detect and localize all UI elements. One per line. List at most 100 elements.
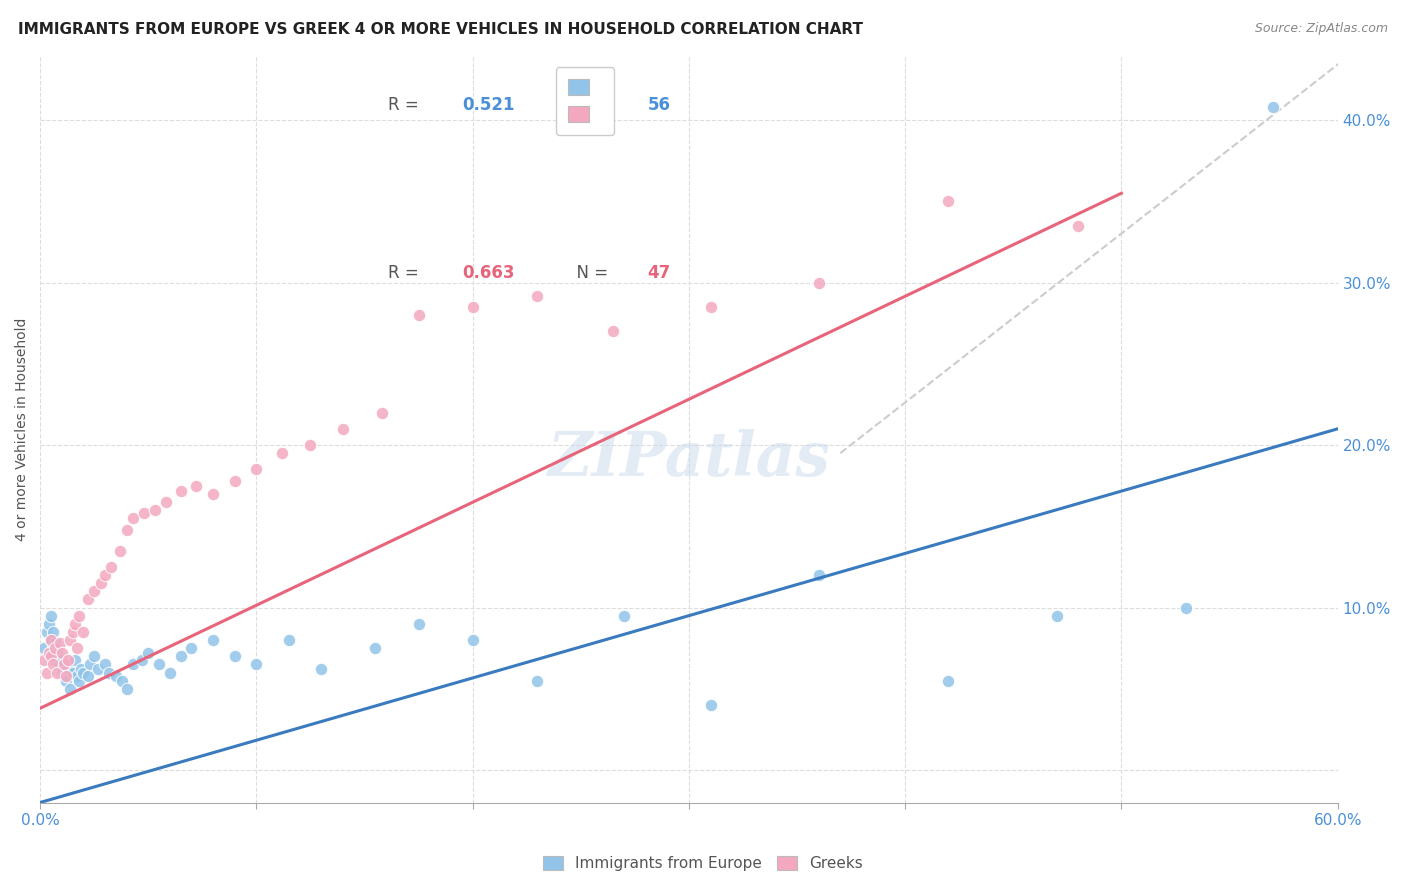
Point (51, 646, 73, 660)
Point (76, 592, 98, 607)
Point (44, 652, 66, 666)
Point (602, 324, 624, 338)
Point (66, 641, 89, 656)
Point (59, 681, 82, 696)
Point (408, 616, 430, 631)
Legend: , : , (555, 67, 614, 135)
Point (184, 479, 207, 493)
Point (224, 474, 246, 488)
Point (938, 673, 960, 688)
Point (202, 487, 225, 501)
Point (42, 624, 65, 639)
Point (35, 665, 58, 680)
Point (46, 665, 69, 680)
Point (111, 673, 134, 688)
Point (39, 633, 62, 648)
Point (48, 636, 70, 650)
Legend: Immigrants from Europe, Greeks: Immigrants from Europe, Greeks (537, 849, 869, 877)
Point (34, 652, 56, 666)
Point (170, 649, 193, 664)
Point (159, 665, 181, 680)
Point (51, 652, 73, 666)
Point (1261, 100, 1284, 114)
Point (39, 649, 62, 664)
Text: ZIPatlas: ZIPatlas (547, 429, 831, 489)
Point (613, 608, 636, 623)
Point (155, 495, 177, 509)
Point (115, 523, 138, 537)
Text: R =: R = (388, 264, 423, 283)
Text: Source: ZipAtlas.com: Source: ZipAtlas.com (1254, 22, 1388, 36)
Point (807, 568, 830, 582)
Point (38, 616, 60, 631)
Point (309, 662, 332, 676)
Point (42, 641, 65, 656)
Point (83, 584, 105, 599)
Point (94, 657, 117, 672)
Text: N =: N = (565, 96, 613, 114)
Point (87, 662, 110, 676)
Point (1175, 600, 1198, 615)
Point (62, 624, 84, 639)
Point (170, 483, 193, 498)
Point (48, 657, 70, 672)
Text: 56: 56 (647, 96, 671, 114)
Point (66, 669, 89, 683)
Point (115, 681, 138, 696)
Point (461, 300, 484, 314)
Point (408, 308, 430, 322)
Point (94, 568, 117, 582)
Point (245, 462, 267, 476)
Point (44, 641, 66, 656)
Point (39, 633, 62, 648)
Text: IMMIGRANTS FROM EUROPE VS GREEK 4 OR MORE VEHICLES IN HOUSEHOLD CORRELATION CHAR: IMMIGRANTS FROM EUROPE VS GREEK 4 OR MOR… (18, 22, 863, 37)
Text: N =: N = (565, 264, 613, 283)
Point (52, 669, 75, 683)
Point (132, 506, 155, 520)
Point (42, 657, 65, 672)
Point (1067, 219, 1090, 233)
Point (63, 616, 86, 631)
Point (62, 665, 84, 680)
Point (38, 649, 60, 664)
Point (271, 446, 294, 460)
Point (55, 673, 77, 688)
Text: 0.663: 0.663 (461, 264, 515, 283)
Text: 47: 47 (647, 264, 671, 283)
Point (76, 669, 98, 683)
Point (100, 560, 122, 574)
Point (79, 657, 101, 672)
Point (104, 669, 127, 683)
Text: 0.521: 0.521 (461, 96, 515, 114)
Point (58, 661, 80, 675)
Point (148, 657, 170, 672)
Point (34, 641, 56, 656)
Point (72, 624, 94, 639)
Point (59, 633, 82, 648)
Point (39, 608, 62, 623)
Point (67, 608, 90, 623)
Point (51, 665, 73, 680)
Point (526, 288, 548, 302)
Point (122, 657, 145, 672)
Point (364, 641, 387, 656)
Point (131, 652, 153, 666)
Text: R =: R = (388, 96, 423, 114)
Point (83, 649, 105, 664)
Point (224, 649, 246, 664)
Point (70, 662, 93, 676)
Point (461, 633, 484, 648)
Point (245, 657, 267, 672)
Point (44, 636, 66, 650)
Point (180, 641, 202, 656)
Point (938, 194, 960, 209)
Point (807, 276, 830, 290)
Point (72, 665, 94, 680)
Point (143, 503, 166, 517)
Point (122, 511, 145, 525)
Point (332, 422, 354, 436)
Point (1045, 608, 1067, 623)
Point (67, 673, 90, 688)
Point (299, 438, 322, 452)
Point (90, 576, 112, 591)
